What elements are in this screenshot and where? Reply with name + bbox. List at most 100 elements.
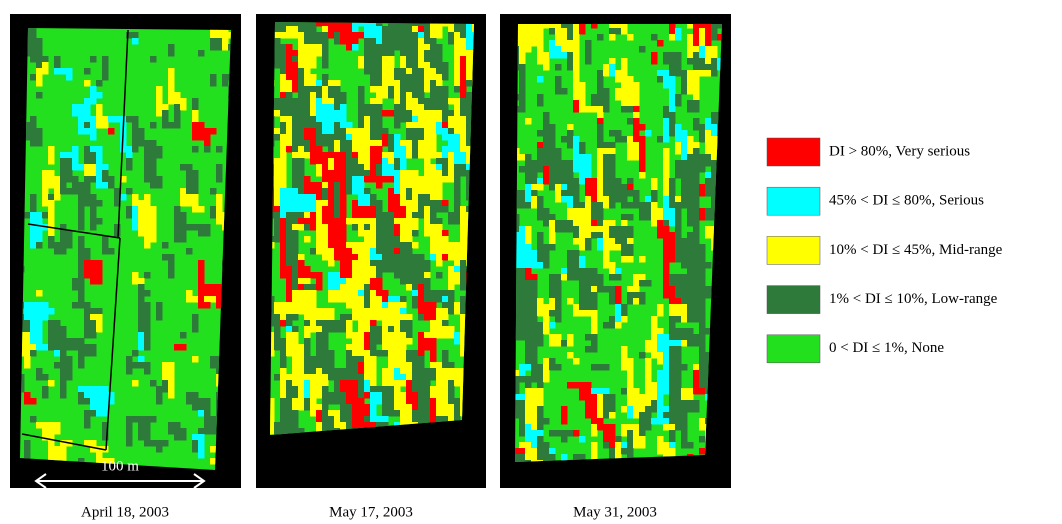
texture-cell: [30, 344, 37, 351]
texture-cell: [298, 104, 305, 111]
texture-cell: [454, 110, 461, 117]
texture-cell: [388, 188, 395, 195]
texture-cell: [525, 238, 532, 245]
texture-cell: [204, 398, 211, 405]
texture-cell: [352, 44, 359, 51]
texture-cell: [358, 350, 365, 357]
texture-cell: [388, 254, 395, 261]
texture-cell: [448, 392, 455, 399]
texture-cell: [573, 76, 580, 83]
texture-cell: [531, 442, 538, 449]
texture-cell: [192, 104, 199, 111]
texture-cell: [328, 200, 335, 207]
texture-cell: [280, 122, 287, 129]
texture-cell: [537, 304, 544, 311]
texture-cell: [675, 214, 682, 221]
texture-cell: [657, 442, 664, 449]
texture-cell: [78, 290, 85, 297]
texture-cell: [603, 412, 610, 419]
texture-cell: [567, 136, 574, 143]
texture-cell: [382, 134, 389, 141]
texture-cell: [292, 194, 299, 201]
texture-cell: [364, 122, 371, 129]
texture-cell: [286, 248, 293, 255]
texture-cell: [274, 188, 281, 195]
texture-cell: [591, 190, 598, 197]
texture-cell: [436, 320, 443, 327]
texture-cell: [675, 28, 682, 35]
texture-cell: [168, 428, 175, 435]
texture-cell: [168, 68, 175, 75]
texture-cell: [424, 164, 431, 171]
texture-cell: [304, 80, 311, 87]
texture-cell: [322, 110, 329, 117]
texture-cell: [376, 284, 383, 291]
texture-cell: [388, 50, 395, 57]
texture-cell: [304, 284, 311, 291]
texture-cell: [531, 436, 538, 443]
texture-cell: [340, 320, 347, 327]
texture-cell: [645, 202, 652, 209]
texture-cell: [286, 326, 293, 333]
texture-cell: [394, 164, 401, 171]
texture-cell: [454, 56, 461, 63]
texture-cell: [72, 284, 79, 291]
texture-cell: [531, 340, 538, 347]
texture-cell: [72, 182, 79, 189]
texture-cell: [394, 224, 401, 231]
texture-cell: [406, 62, 413, 69]
texture-cell: [292, 236, 299, 243]
texture-cell: [66, 176, 73, 183]
texture-cell: [669, 220, 676, 227]
texture-cell: [591, 406, 598, 413]
texture-cell: [394, 86, 401, 93]
texture-cell: [406, 44, 413, 51]
texture-cell: [555, 184, 562, 191]
texture-cell: [346, 350, 353, 357]
texture-cell: [519, 64, 526, 71]
texture-cell: [162, 362, 169, 369]
texture-cell: [346, 188, 353, 195]
texture-cell: [316, 194, 323, 201]
texture-cell: [186, 224, 193, 231]
texture-cell: [597, 244, 604, 251]
texture-cell: [78, 356, 85, 363]
texture-cell: [525, 310, 532, 317]
texture-cell: [418, 254, 425, 261]
texture-cell: [681, 256, 688, 263]
texture-cell: [573, 40, 580, 47]
texture-cell: [585, 178, 592, 185]
texture-cell: [675, 298, 682, 305]
texture-cell: [525, 154, 532, 161]
texture-cell: [156, 92, 163, 99]
texture-cell: [286, 344, 293, 351]
texture-cell: [418, 344, 425, 351]
texture-cell: [669, 400, 676, 407]
texture-cell: [60, 368, 67, 375]
texture-cell: [370, 80, 377, 87]
texture-cell: [364, 344, 371, 351]
texture-cell: [448, 308, 455, 315]
texture-cell: [394, 212, 401, 219]
texture-cell: [693, 268, 700, 275]
texture-cell: [394, 302, 401, 309]
texture-cell: [340, 134, 347, 141]
texture-cell: [460, 158, 467, 165]
texture-cell: [418, 266, 425, 273]
texture-cell: [36, 374, 43, 381]
texture-cell: [639, 400, 646, 407]
texture-cell: [454, 248, 461, 255]
texture-cell: [418, 374, 425, 381]
texture-cell: [699, 40, 706, 47]
texture-cell: [681, 430, 688, 437]
texture-cell: [192, 194, 199, 201]
texture-cell: [681, 262, 688, 269]
texture-cell: [525, 298, 532, 305]
texture-cell: [597, 394, 604, 401]
texture-cell: [669, 184, 676, 191]
texture-cell: [525, 430, 532, 437]
texture-cell: [304, 38, 311, 45]
texture-cell: [531, 316, 538, 323]
texture-cell: [615, 226, 622, 233]
texture-cell: [597, 136, 604, 143]
